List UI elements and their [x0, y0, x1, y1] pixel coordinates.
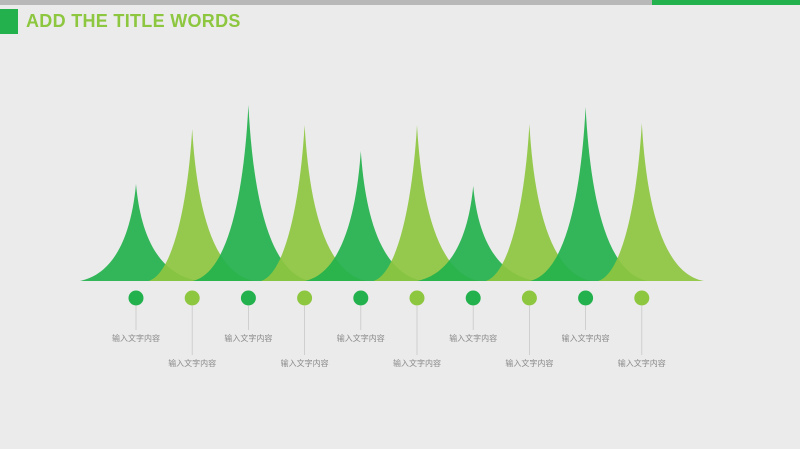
peak-4 [261, 125, 367, 281]
category-label-5: 输入文字内容 [336, 334, 385, 343]
marker-dot-6 [409, 290, 425, 306]
peak-7 [417, 186, 536, 281]
category-label-1: 输入文字内容 [112, 334, 160, 343]
category-label-7: 输入文字内容 [449, 334, 498, 343]
category-label-10: 输入文字内容 [617, 359, 666, 368]
title-accent-block [0, 9, 18, 34]
marker-dot-5 [353, 290, 369, 306]
marker-dot-3 [240, 290, 256, 306]
category-label-3: 输入文字内容 [224, 334, 273, 343]
marker-dot-8 [521, 290, 537, 306]
top-bar-accent [652, 0, 800, 5]
peak-8 [485, 124, 592, 281]
peak-6 [373, 125, 479, 281]
peak-2 [148, 129, 255, 281]
marker-dot-9 [578, 290, 594, 306]
page-title: ADD THE TITLE WORDS [26, 11, 241, 31]
marker-dot-4 [297, 290, 313, 306]
peak-10 [598, 123, 704, 281]
top-bar-gray [0, 0, 652, 5]
category-label-6: 输入文字内容 [393, 359, 441, 368]
category-label-9: 输入文字内容 [561, 334, 610, 343]
marker-dot-2 [184, 290, 200, 306]
category-label-8: 输入文字内容 [505, 359, 554, 368]
category-label-2: 输入文字内容 [168, 359, 217, 368]
peak-9 [529, 107, 648, 281]
marker-dot-10 [634, 290, 650, 306]
category-label-4: 输入文字内容 [280, 359, 329, 368]
peak-3 [192, 105, 311, 281]
peak-5 [304, 151, 423, 281]
peak-1 [80, 184, 198, 281]
marker-dot-7 [465, 290, 481, 306]
marker-dot-1 [128, 290, 144, 306]
